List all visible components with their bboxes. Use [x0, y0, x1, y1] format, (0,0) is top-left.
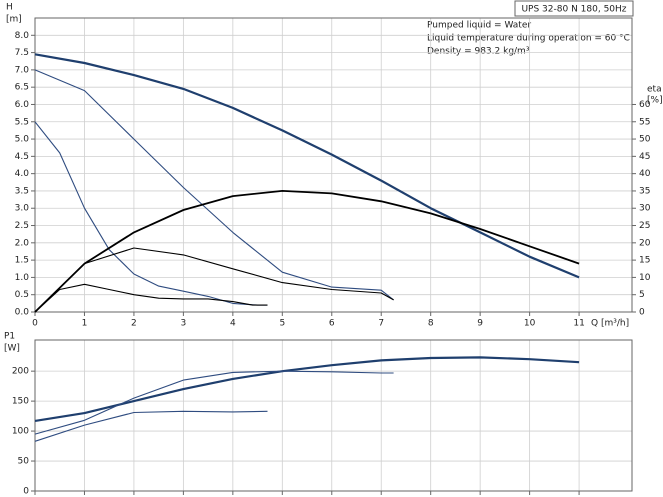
annotation: Liquid temperature during operation = 60… — [427, 34, 630, 44]
curve — [34, 283, 268, 313]
x-tick-label: 9 — [477, 319, 483, 329]
x-tick-label: 4 — [230, 319, 236, 329]
y2-tick-label: 20 — [639, 238, 651, 248]
x-tick-label: 8 — [428, 319, 434, 329]
y-tick-label: 4.5 — [15, 152, 29, 162]
y-axis-unit: [W] — [4, 344, 20, 354]
curve — [34, 69, 394, 301]
y2-tick-label: 25 — [639, 221, 650, 231]
y-tick-label: 5.5 — [15, 117, 29, 127]
y-tick-label: 4.0 — [15, 169, 30, 179]
y-tick-label: 50 — [18, 457, 30, 467]
annotation: Density = 983.2 kg/m³ — [427, 47, 530, 57]
y-tick-label: 5.0 — [15, 135, 30, 145]
y2-tick-label: 60 — [639, 100, 651, 110]
curve — [34, 53, 580, 279]
x-tick-label: 10 — [524, 319, 536, 329]
y-tick-label: 100 — [12, 427, 29, 437]
y2-tick-label: 40 — [639, 169, 651, 179]
y2-tick-label: 15 — [639, 256, 650, 266]
y-axis-label: P1 — [4, 332, 15, 342]
x-tick-label: 3 — [181, 319, 187, 329]
y2-axis-label: eta — [647, 85, 662, 95]
curve — [34, 247, 394, 313]
y2-tick-label: 30 — [639, 204, 651, 214]
x-tick-label: 6 — [329, 319, 335, 329]
y-tick-label: 0 — [23, 487, 29, 497]
title-box — [514, 0, 634, 17]
curve — [34, 370, 394, 435]
y-tick-label: 6.0 — [15, 100, 30, 110]
y2-tick-label: 10 — [639, 273, 651, 283]
y2-tick-label: 45 — [639, 152, 650, 162]
y-tick-label: 2.5 — [15, 221, 29, 231]
curve — [34, 410, 268, 442]
y-axis-unit: [m] — [6, 15, 22, 25]
y2-tick-label: 50 — [639, 135, 651, 145]
x-tick-label: 0 — [32, 319, 38, 329]
x-axis-label: Q [m³/h] — [591, 319, 629, 329]
x-tick-label: 11 — [573, 319, 584, 329]
y-tick-label: 150 — [12, 397, 29, 407]
curve — [34, 356, 580, 422]
y-tick-label: 6.5 — [15, 83, 29, 93]
y-tick-label: 2.0 — [15, 238, 30, 248]
x-tick-label: 5 — [279, 319, 285, 329]
curve — [34, 121, 268, 306]
y-tick-label: 0.0 — [15, 308, 30, 318]
y-axis-label: H — [6, 3, 13, 13]
y2-tick-label: 0 — [639, 308, 645, 318]
y-tick-label: 3.0 — [15, 204, 30, 214]
y-tick-label: 1.0 — [15, 273, 30, 283]
plot-frame — [34, 339, 633, 492]
y-tick-label: 3.5 — [15, 186, 29, 196]
x-tick-label: 7 — [378, 319, 384, 329]
y2-tick-label: 55 — [639, 117, 650, 127]
y-tick-label: 200 — [12, 367, 29, 377]
y-tick-label: 1.5 — [15, 256, 29, 266]
plot-frame — [34, 17, 633, 313]
x-tick-label: 2 — [131, 319, 137, 329]
y-tick-label: 8.0 — [15, 31, 30, 41]
chart-title: UPS 32-80 N 180, 50Hz — [521, 5, 626, 15]
y-tick-label: 7.0 — [15, 65, 30, 75]
curve — [34, 190, 580, 313]
x-tick-label: 1 — [82, 319, 88, 329]
y2-tick-label: 35 — [639, 186, 650, 196]
y2-tick-label: 5 — [639, 290, 645, 300]
y-tick-label: 7.5 — [15, 48, 29, 58]
annotation: Pumped liquid = Water — [427, 21, 531, 31]
y2-axis-unit: [%] — [647, 96, 663, 106]
y-tick-label: 0.5 — [15, 290, 29, 300]
